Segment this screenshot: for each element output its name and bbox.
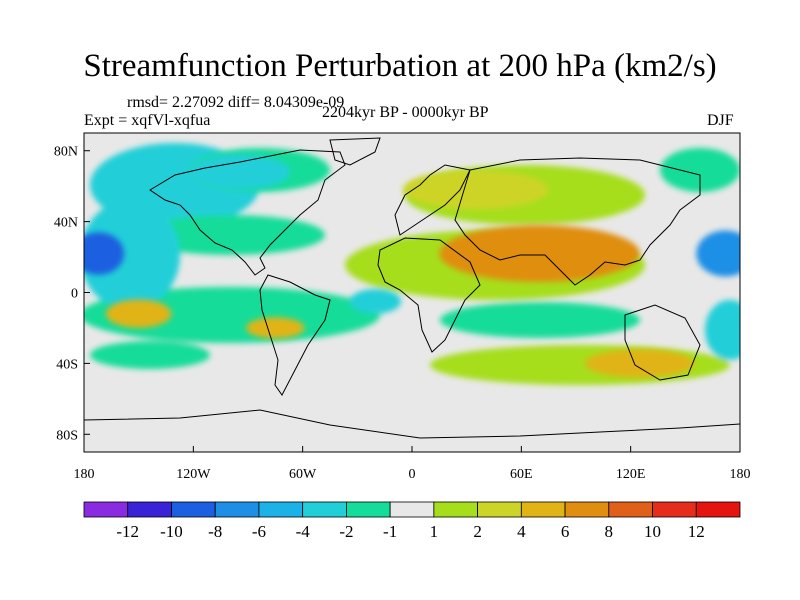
colorbar-swatch <box>695 501 741 518</box>
coast-australia <box>624 304 701 381</box>
page-title: Streamfunction Perturbation at 200 hPa (… <box>83 48 717 84</box>
field-region-tropical-atlantic-low <box>350 288 402 314</box>
coastlines <box>84 137 740 439</box>
colorbar-label: 10 <box>644 522 661 541</box>
coast-antarctica <box>84 409 740 439</box>
colorbar-label: 8 <box>605 522 614 541</box>
coast-north-america <box>149 149 346 276</box>
field-region-australia-high <box>585 349 695 378</box>
colorbar-swatch <box>214 501 260 518</box>
y-tick-label: 80N <box>54 145 78 160</box>
x-tick-label: 180 <box>74 467 95 482</box>
x-tick-label: 0 <box>409 467 416 482</box>
colorbar-swatch <box>564 501 610 518</box>
field-band-atl-north <box>135 215 325 255</box>
x-tick-label: 180 <box>730 467 751 482</box>
x-axis-ticks: 180 120W 60W 0 60E 120E 180 <box>74 446 751 482</box>
colorbar-label: -8 <box>208 522 222 541</box>
colorbar-swatch <box>477 501 522 518</box>
colorbar-label: -6 <box>252 522 266 541</box>
colorbar-swatch <box>302 501 347 518</box>
coast-africa <box>377 237 481 353</box>
field-band-spac <box>84 287 380 343</box>
field-band-dateline-south <box>705 300 740 360</box>
colorbar-swatch <box>127 501 172 518</box>
field-region-north-pacific-east-low <box>84 232 125 275</box>
colorbar-label: -4 <box>296 522 311 541</box>
colorbar-label: -10 <box>160 522 183 541</box>
field-region-north-pacific-west-low <box>696 230 740 277</box>
x-tick-label: 60W <box>289 467 317 482</box>
x-tick-label: 60E <box>510 467 533 482</box>
y-tick-label: 40N <box>54 216 78 231</box>
colorbar-swatch <box>83 501 129 518</box>
field-band-east-pac <box>84 200 180 310</box>
coast-asia <box>454 157 701 286</box>
colorbar-label: 2 <box>473 522 482 541</box>
colorbar-label: -2 <box>339 522 353 541</box>
x-tick-label: 120W <box>176 467 211 482</box>
season-label: DJF <box>707 112 734 129</box>
field-region-arctic-canada-low <box>187 154 290 190</box>
coast-south-america <box>259 274 331 396</box>
field-band-indian <box>440 302 640 338</box>
colorbar-label: 4 <box>517 522 526 541</box>
y-tick-label: 80S <box>56 428 78 443</box>
colorbar-label: -12 <box>116 522 139 541</box>
colorbar-label: 6 <box>561 522 570 541</box>
colorbar-label: 1 <box>430 522 439 541</box>
colorbar-swatch <box>389 501 435 518</box>
colorbar-swatch <box>433 501 479 518</box>
y-axis-ticks: 80N 40N 0 40S 80S <box>54 145 90 443</box>
colorbar-swatch <box>171 501 216 518</box>
colorbar-swatch <box>652 501 697 518</box>
field-region-south-pacific-high <box>105 299 172 328</box>
colorbar-swatch <box>520 501 566 518</box>
field-region-south-america-high <box>246 317 305 339</box>
field-region-eurasia-north-ridge <box>402 170 549 210</box>
colorbar-swatch <box>345 501 391 518</box>
y-tick-label: 0 <box>71 287 78 302</box>
coast-europe <box>394 164 471 236</box>
field-band-npac-north <box>660 148 740 192</box>
field-layer <box>84 133 740 452</box>
colorbar: -12 -10 -8 -6 -4 -2 -1 1 2 4 6 8 10 12 <box>83 501 741 541</box>
colorbar-label: -1 <box>383 522 397 541</box>
y-tick-label: 40S <box>56 357 78 372</box>
coast-greenland <box>329 137 381 166</box>
experiment-label: Expt = xqfVl-xqfua <box>84 112 211 129</box>
colorbar-swatch <box>258 501 304 518</box>
period-label: 2204kyr BP - 0000kyr BP <box>322 104 489 121</box>
stats-line: rmsd= 2.27092 diff= 8.04309e-09 <box>127 94 345 111</box>
colorbar-label: 12 <box>688 522 705 541</box>
field-region-south-asia-high <box>439 225 640 282</box>
x-tick-label: 120E <box>616 467 646 482</box>
field-band-spac-south <box>90 341 210 369</box>
colorbar-swatch <box>608 501 653 518</box>
